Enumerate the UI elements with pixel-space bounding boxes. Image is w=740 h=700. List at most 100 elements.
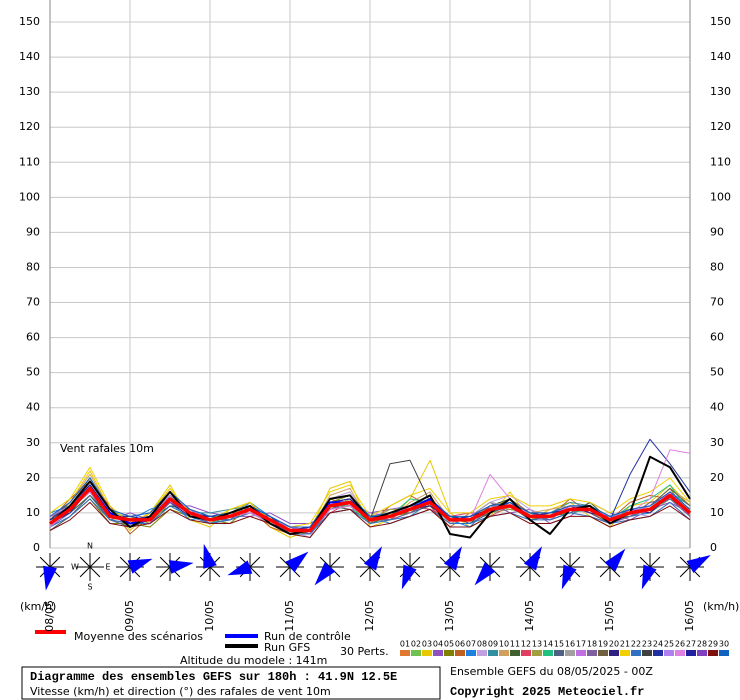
- info-box: [21, 666, 441, 700]
- rose-spoke: [329, 556, 341, 568]
- wind-direction: [686, 555, 711, 574]
- y-tick-label: 50: [26, 366, 40, 379]
- legend-label: Run GFS: [264, 641, 310, 654]
- rose-spoke: [199, 566, 211, 578]
- legend-label: 04: [433, 640, 443, 649]
- rose-spoke: [39, 556, 51, 568]
- legend-label: Run de contrôle: [264, 630, 351, 643]
- rose-spoke: [559, 556, 571, 568]
- legend-swatch: [642, 650, 652, 656]
- legend-swatch: [532, 650, 542, 656]
- legend-swatch: [422, 650, 432, 656]
- y-tick-label: 60: [26, 331, 40, 344]
- legend-swatch: [554, 650, 564, 656]
- rose-spoke: [519, 566, 531, 578]
- legend-label: 19: [598, 640, 608, 649]
- x-tick-label: 16/05: [683, 600, 696, 632]
- rose-spoke: [79, 566, 91, 578]
- rose-spoke: [599, 566, 611, 578]
- rose-spoke: [119, 566, 131, 578]
- legend-label: 12: [521, 640, 531, 649]
- legend-swatch: [510, 650, 520, 656]
- y-tick-label: 20: [26, 471, 40, 484]
- rose-spoke: [79, 556, 91, 568]
- y-tick-label: 100: [710, 190, 731, 203]
- rose-spoke: [119, 556, 131, 568]
- rose-spoke: [479, 556, 491, 568]
- x-tick-label: 14/05: [523, 600, 536, 632]
- legend-label: 23: [642, 640, 652, 649]
- y-tick-label: 60: [710, 331, 724, 344]
- legend-label: 15: [554, 640, 564, 649]
- y-tick-label: 140: [19, 50, 40, 63]
- x-tick-label: 08/05: [43, 600, 56, 632]
- legend-label: 20: [609, 640, 619, 649]
- x-tick-label: 13/05: [443, 600, 456, 632]
- legend-label: 22: [631, 640, 641, 649]
- rose-spoke: [439, 566, 451, 578]
- rose-spoke: [89, 566, 101, 578]
- legend-swatch: [400, 650, 410, 656]
- y-tick-label: 30: [26, 436, 40, 449]
- y-tick-label: 30: [710, 436, 724, 449]
- perts-label: 30 Perts.: [340, 645, 389, 658]
- compass-letter: W: [71, 563, 79, 572]
- wind-direction: [203, 543, 217, 569]
- legend-swatch: [433, 650, 443, 656]
- wind-direction: [561, 564, 577, 590]
- y-tick-label: 140: [710, 50, 731, 63]
- legend-label: 08: [477, 640, 487, 649]
- rose-spoke: [489, 556, 501, 568]
- rose-spoke: [679, 566, 691, 578]
- legend-swatch: [411, 650, 421, 656]
- legend-label: 09: [488, 640, 498, 649]
- legend-label: 03: [422, 640, 432, 649]
- compass-letter: E: [105, 563, 110, 572]
- legend-label: 11: [510, 640, 520, 649]
- rose-spoke: [639, 556, 651, 568]
- altitude: Altitude du modele : 141m: [180, 654, 327, 667]
- x-tick-label: 15/05: [603, 600, 616, 632]
- compass-letter: S: [87, 583, 92, 592]
- wind-direction: [363, 546, 382, 571]
- legend-label: 24: [653, 640, 663, 649]
- rose-spoke: [529, 566, 541, 578]
- copyright: Copyright 2025 Meteociel.fr: [450, 685, 644, 699]
- x-tick-label: 09/05: [123, 600, 136, 632]
- y-tick-label: 80: [710, 260, 724, 273]
- compass-letter: N: [87, 542, 93, 551]
- rose-spoke: [319, 556, 331, 568]
- legend-label: 25: [664, 640, 674, 649]
- wind-direction: [43, 565, 57, 591]
- legend-swatch: [697, 650, 707, 656]
- subheader: Vitesse (km/h) et direction (°) des rafa…: [30, 685, 331, 698]
- header: Diagramme des ensembles GEFS sur 180h : …: [30, 670, 397, 684]
- legend-label: 26: [675, 640, 685, 649]
- legend-label: 07: [466, 640, 476, 649]
- y-tick-label: 120: [710, 120, 731, 133]
- y-tick-label: 120: [19, 120, 40, 133]
- rose-spoke: [279, 566, 291, 578]
- rose-spoke: [279, 556, 291, 568]
- rose-spoke: [89, 556, 101, 568]
- legend-label: 05: [444, 640, 454, 649]
- wind-direction: [314, 562, 336, 586]
- legend-swatch: [631, 650, 641, 656]
- legend-label: 28: [697, 640, 707, 649]
- wind-direction: [474, 562, 496, 586]
- rose-spoke: [209, 566, 221, 578]
- wind-direction: [523, 546, 542, 571]
- y-tick-label: 20: [710, 471, 724, 484]
- legend-label: 10: [499, 640, 509, 649]
- legend-label: 16: [565, 640, 575, 649]
- y-tick-label: 10: [710, 506, 724, 519]
- rose-spoke: [449, 566, 461, 578]
- legend-label: 06: [455, 640, 465, 649]
- wind-direction: [641, 564, 657, 590]
- legend-label: 18: [587, 640, 597, 649]
- unit-left: (km/h): [20, 600, 56, 613]
- y-tick-label: 50: [710, 366, 724, 379]
- wind-direction: [168, 560, 194, 574]
- y-tick-label: 80: [26, 260, 40, 273]
- legend-label: 29: [708, 640, 718, 649]
